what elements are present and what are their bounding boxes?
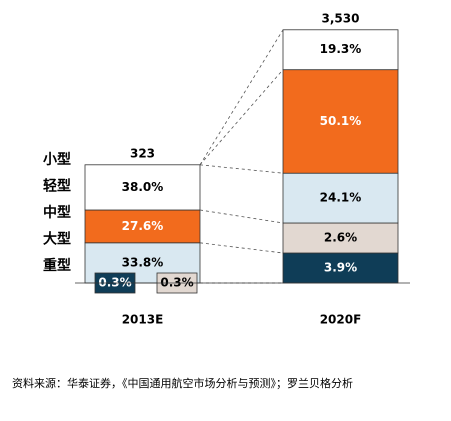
- segment-label: 50.1%: [320, 114, 362, 128]
- total-label: 323: [130, 146, 155, 160]
- total-label: 3,530: [322, 11, 360, 25]
- segment-label: 27.6%: [122, 219, 164, 233]
- legend-label: 中型: [43, 204, 71, 221]
- bar-segment: [282, 69, 399, 174]
- segment-label: 2.6%: [324, 231, 357, 245]
- segment-label: 19.3%: [320, 42, 362, 56]
- bar-segment: [282, 222, 399, 254]
- connector: [199, 242, 284, 254]
- legend-label: 重型: [43, 257, 71, 274]
- source-note: 资料来源：华泰证券，《中国通用航空市场分析与预测》；罗兰贝格分析: [12, 376, 353, 390]
- segment-label: 3.9%: [324, 261, 357, 275]
- segment-label: 0.3%: [98, 276, 131, 290]
- connector: [199, 29, 284, 166]
- bar-segment: [282, 172, 399, 224]
- legend-label: 轻型: [43, 178, 71, 195]
- connector: [199, 164, 284, 174]
- x-tick-label: 2013E: [122, 313, 164, 327]
- x-tick-label: 2020F: [320, 313, 362, 327]
- legend-label: 小型: [43, 151, 71, 168]
- segment-label: 33.8%: [122, 255, 164, 269]
- segment-label: 38.0%: [122, 180, 164, 194]
- segment-label: 24.1%: [320, 191, 362, 205]
- connector: [199, 69, 284, 166]
- bar-segment: [84, 164, 201, 211]
- legend-label: 大型: [43, 231, 71, 248]
- segment-label: 0.3%: [160, 276, 193, 290]
- bar-segment: [84, 209, 201, 244]
- bar-segment: [282, 29, 399, 71]
- connector: [199, 209, 284, 224]
